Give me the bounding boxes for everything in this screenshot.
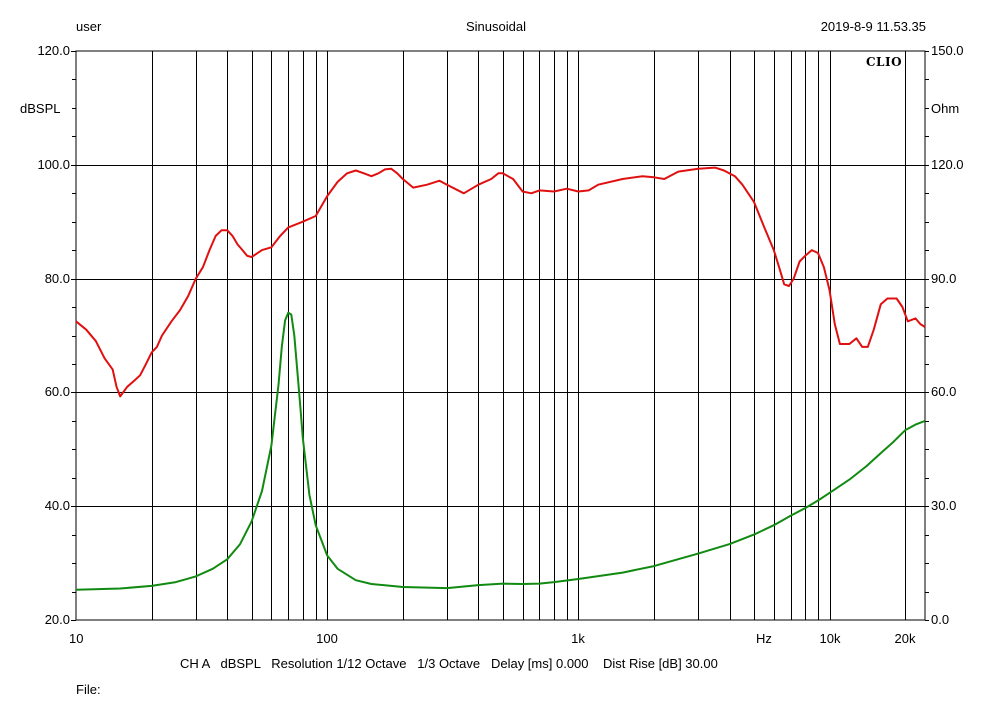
impedance-curve — [75, 311, 926, 591]
spl-curve — [75, 166, 926, 398]
y-right-tick-label: 60.0 — [931, 384, 957, 399]
y-left-tick-label: 20.0 — [44, 612, 70, 627]
y-left-tick-label: 100.0 — [37, 157, 70, 172]
series-layer — [75, 166, 926, 591]
x-unit-label: Hz — [756, 631, 772, 646]
x-tick-label: 20k — [894, 631, 916, 646]
x-tick-label: 100 — [316, 631, 338, 646]
plot-frame — [75, 50, 926, 621]
x-tick-label: 10k — [819, 631, 841, 646]
y-right-axis-label: Ohm — [931, 101, 960, 116]
chart-grid — [76, 51, 925, 620]
axis-ticks — [71, 51, 929, 621]
x-tick-label: 1k — [571, 631, 585, 646]
y-left-axis-label: dBSPL — [20, 101, 61, 116]
y-left-tick-label: 80.0 — [44, 271, 70, 286]
y-left-tick-label: 120.0 — [37, 43, 70, 58]
x-tick-label: 10 — [69, 631, 84, 646]
y-right-tick-label: 30.0 — [931, 498, 957, 513]
header-timestamp: 2019-8-9 11.53.35 — [820, 19, 926, 34]
header-user: user — [76, 19, 102, 34]
y-right-tick-label: 90.0 — [931, 271, 957, 286]
y-right-tick-label: 0.0 — [931, 612, 950, 627]
footer-settings: CH A dBSPL Resolution 1/12 Octave 1/3 Oc… — [180, 656, 718, 671]
y-left-tick-label: 40.0 — [44, 498, 70, 513]
y-right-tick-label: 120.0 — [931, 157, 964, 172]
y-left-tick-label: 60.0 — [44, 384, 70, 399]
clio-logo: CLIO — [866, 55, 903, 69]
footer-file-label: File: — [76, 682, 101, 697]
header-mode: Sinusoidal — [466, 19, 526, 34]
y-right-tick-label: 150.0 — [931, 43, 964, 58]
